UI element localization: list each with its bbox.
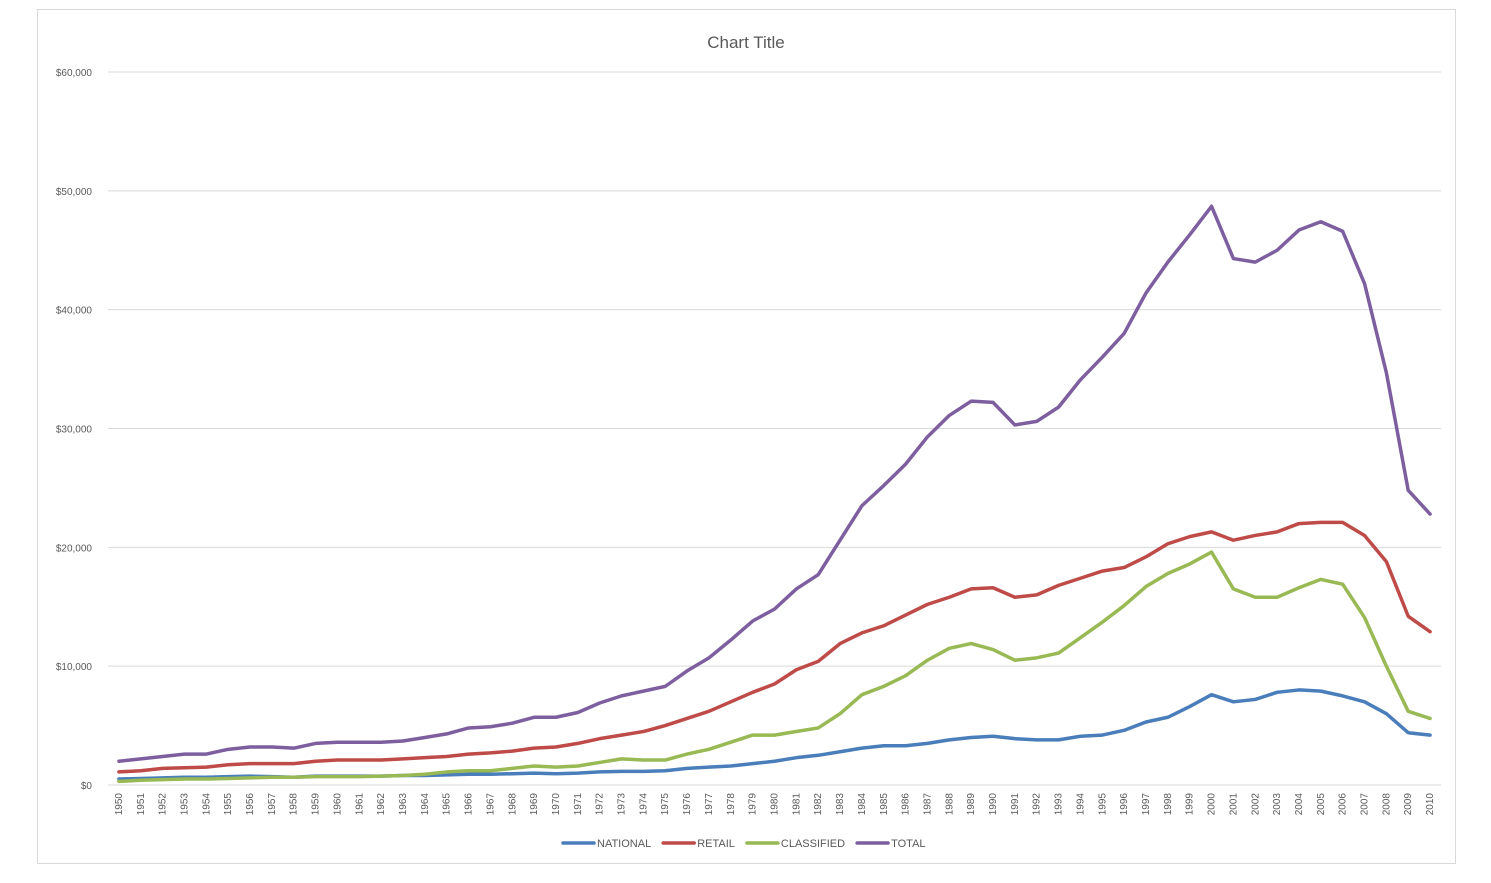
x-tick-label: 2003 (1272, 793, 1283, 816)
x-tick-label: 2001 (1228, 793, 1239, 816)
x-tick-label: 1977 (704, 793, 715, 816)
legend-label: TOTAL (891, 838, 925, 850)
x-tick-label: 2009 (1403, 793, 1414, 816)
x-tick-label: 1987 (922, 793, 933, 816)
x-tick-label: 1966 (464, 793, 475, 816)
x-tick-label: 1986 (901, 793, 912, 816)
series-line-total (117, 204, 1432, 763)
x-tick-label: 1982 (813, 793, 824, 816)
x-tick-label: 2006 (1338, 793, 1349, 816)
x-tick-label: 1974 (638, 793, 649, 816)
x-tick-label: 1950 (114, 793, 125, 816)
x-tick-label: 1959 (311, 793, 322, 816)
x-tick-label: 2010 (1425, 793, 1436, 816)
y-tick-label: $30,000 (56, 425, 93, 436)
x-tick-label: 1983 (835, 793, 846, 816)
x-tick-label: 1980 (770, 793, 781, 816)
x-tick-label: 1979 (748, 793, 759, 816)
y-tick-label: $50,000 (56, 187, 93, 198)
x-tick-label: 2000 (1207, 793, 1218, 816)
x-tick-label: 1985 (879, 793, 890, 816)
x-axis-ticks: 1950 1951 1952 1953 1954 1955 1956 1957 1958 1959… (114, 793, 1436, 816)
x-tick-label: 1954 (201, 793, 212, 816)
x-tick-label: 1969 (529, 793, 540, 816)
x-tick-label: 1955 (223, 793, 234, 816)
x-tick-label: 1995 (1097, 793, 1108, 816)
x-tick-label: 1971 (573, 793, 584, 816)
x-tick-label: 1970 (551, 793, 562, 816)
x-tick-label: 1958 (289, 793, 300, 816)
x-tick-label: 1968 (507, 793, 518, 816)
y-tick-label: $10,000 (56, 662, 93, 673)
y-tick-label: $40,000 (56, 306, 93, 317)
legend-label: CLASSIFIED (781, 838, 845, 850)
x-tick-label: 1994 (1075, 793, 1086, 816)
x-tick-label: 1965 (442, 793, 453, 816)
x-tick-label: 1990 (988, 793, 999, 816)
y-tick-label: $0 (81, 781, 93, 792)
legend-item-total: TOTAL (855, 838, 926, 850)
x-tick-label: 1984 (857, 793, 868, 816)
x-tick-label: 1951 (136, 793, 147, 816)
gridlines (108, 71, 1441, 786)
legend-item-classified: CLASSIFIED (745, 838, 845, 850)
series-line-classified (117, 550, 1432, 784)
x-tick-label: 1962 (376, 793, 387, 816)
x-tick-label: 1956 (245, 793, 256, 816)
x-tick-label: 1993 (1054, 793, 1065, 816)
y-axis-ticks: $0 $10,000 $20,000 $30,000 $40,000 $50,000 $60… (56, 68, 93, 792)
legend-label: NATIONAL (597, 838, 651, 850)
x-tick-label: 1964 (420, 793, 431, 816)
x-tick-label: 1975 (660, 793, 671, 816)
x-tick-label: 2005 (1316, 793, 1327, 816)
x-tick-label: 1989 (966, 793, 977, 816)
y-tick-label: $60,000 (56, 68, 93, 79)
chart-title: Chart Title (707, 33, 784, 52)
x-tick-label: 1997 (1141, 793, 1152, 816)
y-tick-label: $20,000 (56, 543, 93, 554)
chart-frame (37, 9, 1456, 864)
x-tick-label: 1978 (726, 793, 737, 816)
legend-label: RETAIL (697, 838, 735, 850)
x-tick-label: 1960 (332, 793, 343, 816)
x-tick-label: 1988 (944, 793, 955, 816)
x-tick-label: 1991 (1010, 793, 1021, 816)
x-tick-label: 2002 (1250, 793, 1261, 816)
x-tick-label: 1976 (682, 793, 693, 816)
x-tick-label: 2008 (1381, 793, 1392, 816)
x-tick-label: 1967 (485, 793, 496, 816)
x-tick-label: 2004 (1294, 793, 1305, 816)
x-tick-label: 1973 (617, 793, 628, 816)
x-tick-label: 1952 (158, 793, 169, 816)
x-tick-label: 1972 (595, 793, 606, 816)
legend: NATIONAL RETAIL CLASSIFIED TOTAL (561, 838, 926, 850)
x-tick-label: 1999 (1185, 793, 1196, 816)
legend-item-national: NATIONAL (561, 838, 651, 850)
x-tick-label: 1998 (1163, 793, 1174, 816)
series-lines (117, 204, 1432, 784)
series-line-retail (117, 520, 1432, 774)
legend-item-retail: RETAIL (661, 838, 735, 850)
x-tick-label: 2007 (1360, 793, 1371, 816)
x-tick-label: 1963 (398, 793, 409, 816)
x-tick-label: 1992 (1032, 793, 1043, 816)
x-tick-label: 1953 (179, 793, 190, 816)
x-tick-label: 1996 (1119, 793, 1130, 816)
x-tick-label: 1957 (267, 793, 278, 816)
x-tick-label: 1961 (354, 793, 365, 816)
x-tick-label: 1981 (791, 793, 802, 816)
